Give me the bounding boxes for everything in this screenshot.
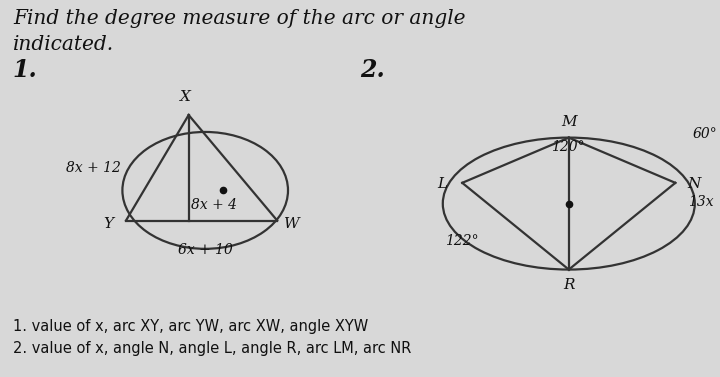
Text: 122°: 122° [445, 234, 479, 248]
Text: 13x: 13x [688, 195, 714, 209]
Text: 60°: 60° [693, 127, 717, 141]
Text: 8x + 4: 8x + 4 [191, 198, 237, 213]
Text: 2. value of x, angle N, angle L, angle R, arc LM, arc NR: 2. value of x, angle N, angle L, angle R… [13, 341, 411, 356]
Text: R: R [563, 278, 575, 292]
Text: L: L [438, 177, 448, 191]
Text: 2.: 2. [360, 58, 384, 83]
Text: 8x + 12: 8x + 12 [66, 161, 121, 175]
Text: Find the degree measure of the arc or angle: Find the degree measure of the arc or an… [13, 9, 465, 28]
Text: 1. value of x, arc XY, arc YW, arc XW, angle XYW: 1. value of x, arc XY, arc YW, arc XW, a… [13, 319, 368, 334]
Text: M: M [561, 115, 577, 129]
Text: 6x + 10: 6x + 10 [178, 243, 233, 257]
Text: N: N [688, 177, 701, 191]
Text: 120°: 120° [551, 140, 584, 154]
Text: X: X [180, 90, 192, 104]
Text: W: W [284, 217, 300, 231]
Text: Y: Y [104, 217, 114, 231]
Text: indicated.: indicated. [13, 35, 114, 54]
Text: 1.: 1. [13, 58, 37, 83]
